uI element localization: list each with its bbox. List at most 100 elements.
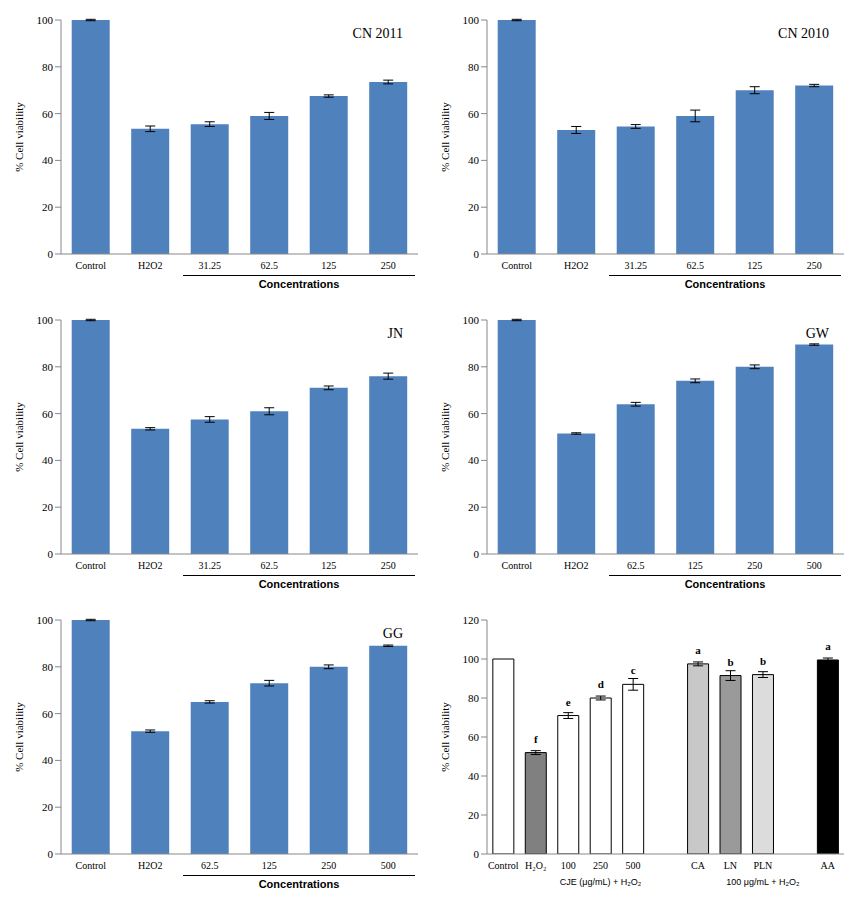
- svg-text:62.5: 62.5: [687, 260, 705, 271]
- svg-text:250: 250: [321, 860, 336, 871]
- svg-text:250: 250: [807, 260, 822, 271]
- svg-text:40: 40: [468, 770, 480, 782]
- svg-text:60: 60: [468, 108, 480, 120]
- svg-text:31.25: 31.25: [199, 560, 222, 571]
- svg-text:62.5: 62.5: [261, 260, 279, 271]
- svg-text:120: 120: [463, 614, 480, 626]
- svg-text:0: 0: [48, 848, 54, 860]
- svg-text:H2O2: H2O2: [564, 260, 588, 271]
- html-text:Concentrations: Concentrations: [258, 278, 340, 290]
- svg-text:80: 80: [42, 61, 54, 73]
- svg-text:% Cell viability: % Cell viability: [439, 702, 451, 772]
- svg-text:Control: Control: [75, 860, 106, 871]
- svg-text:100: 100: [463, 314, 480, 326]
- svg-text:80: 80: [468, 61, 480, 73]
- svg-text:e: e: [566, 696, 571, 708]
- svg-text:% Cell viability: % Cell viability: [13, 402, 25, 472]
- svg-text:0: 0: [474, 548, 480, 560]
- svg-text:125: 125: [747, 260, 762, 271]
- svg-text:31.25: 31.25: [625, 260, 648, 271]
- svg-text:Control: Control: [501, 260, 532, 271]
- svg-text:a: a: [695, 644, 701, 656]
- svg-text:40: 40: [42, 154, 54, 166]
- svg-text:Control: Control: [501, 560, 532, 571]
- svg-text:H₂O₂: H₂O₂: [525, 860, 546, 871]
- svg-text:b: b: [727, 656, 733, 668]
- svg-text:100: 100: [463, 653, 480, 665]
- svg-text:125: 125: [688, 560, 703, 571]
- svg-text:Control: Control: [75, 560, 106, 571]
- svg-text:H2O2: H2O2: [138, 860, 162, 871]
- svg-text:80: 80: [42, 361, 54, 373]
- svg-text:c: c: [631, 664, 636, 676]
- svg-text:% Cell viability: % Cell viability: [439, 402, 451, 472]
- svg-text:60: 60: [468, 731, 480, 743]
- html-text:Concentrations: Concentrations: [258, 878, 340, 890]
- svg-text:125: 125: [262, 860, 277, 871]
- svg-text:31.25: 31.25: [199, 260, 222, 271]
- svg-text:80: 80: [468, 692, 480, 704]
- svg-text:125: 125: [321, 560, 336, 571]
- html-text:Concentrations: Concentrations: [684, 578, 766, 590]
- svg-text:62.5: 62.5: [627, 560, 645, 571]
- svg-text:20: 20: [468, 201, 480, 213]
- html-text:JN: JN: [387, 326, 403, 341]
- html-text:Concentrations: Concentrations: [684, 278, 766, 290]
- svg-text:% Cell viability: % Cell viability: [13, 102, 25, 172]
- svg-text:CA: CA: [691, 860, 706, 871]
- svg-text:62.5: 62.5: [261, 560, 279, 571]
- svg-text:20: 20: [42, 201, 54, 213]
- svg-text:250: 250: [747, 560, 762, 571]
- svg-text:H2O2: H2O2: [138, 560, 162, 571]
- svg-text:H2O2: H2O2: [564, 560, 588, 571]
- svg-text:80: 80: [42, 661, 54, 673]
- svg-text:% Cell viability: % Cell viability: [439, 102, 451, 172]
- svg-text:60: 60: [42, 708, 54, 720]
- svg-text:d: d: [598, 678, 604, 690]
- svg-text:a: a: [825, 640, 831, 652]
- html-text:CN 2011: CN 2011: [352, 26, 403, 41]
- svg-text:100: 100: [37, 314, 54, 326]
- svg-text:40: 40: [468, 454, 480, 466]
- html-text:GW: GW: [805, 326, 829, 341]
- svg-text:40: 40: [42, 754, 54, 766]
- svg-text:500: 500: [807, 560, 822, 571]
- svg-text:b: b: [760, 655, 766, 667]
- svg-text:f: f: [534, 733, 538, 745]
- svg-text:Control: Control: [75, 260, 106, 271]
- svg-text:500: 500: [381, 860, 396, 871]
- svg-text:80: 80: [468, 361, 480, 373]
- svg-text:100: 100: [561, 860, 576, 871]
- html-text:Concentrations: Concentrations: [258, 578, 340, 590]
- svg-text:60: 60: [42, 108, 54, 120]
- svg-text:LN: LN: [724, 860, 737, 871]
- svg-text:60: 60: [42, 408, 54, 420]
- svg-text:250: 250: [593, 860, 608, 871]
- html-text:CN 2010: CN 2010: [778, 26, 829, 41]
- svg-text:62.5: 62.5: [201, 860, 219, 871]
- svg-text:0: 0: [48, 248, 54, 260]
- svg-text:40: 40: [468, 154, 480, 166]
- svg-text:20: 20: [42, 801, 54, 813]
- svg-text:20: 20: [468, 501, 480, 513]
- svg-text:40: 40: [42, 454, 54, 466]
- svg-text:PLN: PLN: [753, 860, 772, 871]
- svg-text:100: 100: [463, 14, 480, 26]
- svg-text:0: 0: [474, 248, 480, 260]
- svg-text:0: 0: [48, 548, 54, 560]
- svg-text:AA: AA: [821, 860, 836, 871]
- svg-text:20: 20: [468, 809, 480, 821]
- svg-text:% Cell viability: % Cell viability: [13, 702, 25, 772]
- svg-text:250: 250: [381, 260, 396, 271]
- html-text:GG: GG: [382, 626, 403, 641]
- svg-text:20: 20: [42, 501, 54, 513]
- svg-text:500: 500: [626, 860, 641, 871]
- svg-text:H2O2: H2O2: [138, 260, 162, 271]
- svg-text:60: 60: [468, 408, 480, 420]
- svg-text:100: 100: [37, 14, 54, 26]
- svg-text:100: 100: [37, 614, 54, 626]
- svg-text:250: 250: [381, 560, 396, 571]
- svg-text:0: 0: [474, 848, 480, 860]
- svg-text:125: 125: [321, 260, 336, 271]
- svg-text:Control: Control: [488, 860, 519, 871]
